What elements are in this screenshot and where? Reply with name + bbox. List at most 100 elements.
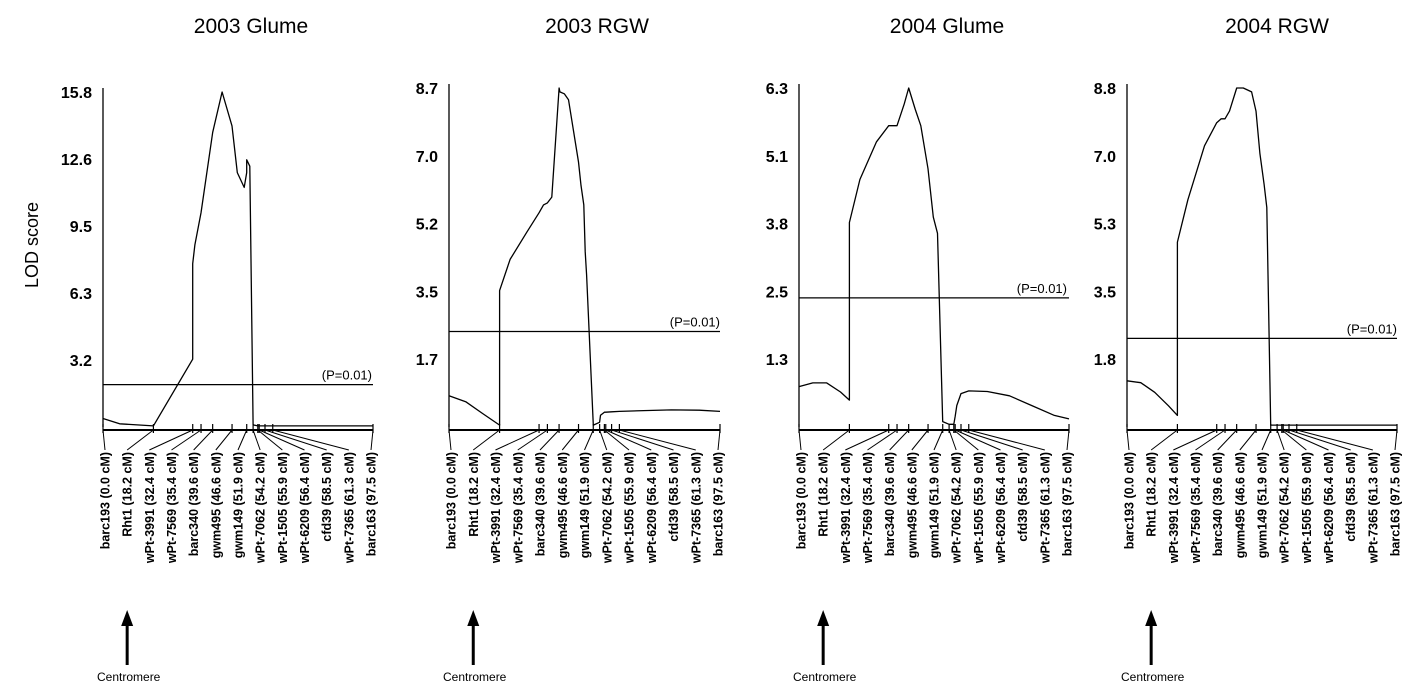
marker-leader [845, 429, 889, 451]
lod-curve [1126, 87, 1397, 426]
marker-leader [149, 429, 193, 451]
marker-leader [264, 429, 327, 451]
marker-label: wPt-7365 (61.3 cM) [1366, 452, 1380, 564]
marker-leader [954, 429, 1001, 451]
y-tick-label: 8.7 [416, 81, 438, 98]
marker-leader [517, 429, 548, 451]
y-tick-label: 6.3 [766, 81, 788, 98]
marker-leader [960, 429, 1023, 451]
marker-label: wPt-7365 (61.3 cM) [1038, 452, 1052, 564]
marker-leader [1217, 429, 1238, 451]
marker-leader [257, 429, 283, 451]
marker-label: wPt-6209 (56.4 cM) [298, 452, 312, 564]
marker-leader [252, 429, 261, 451]
marker-label: wPt-1505 (55.9 cM) [276, 452, 290, 564]
marker-leader [948, 429, 957, 451]
centromere-arrow-head [817, 610, 830, 626]
marker-label: Rht1 (18.2 cM) [467, 452, 481, 537]
marker-leader [953, 429, 979, 451]
y-tick-label: 7.0 [1094, 149, 1116, 166]
marker-leader [1281, 429, 1307, 451]
marker-label: gwm495 (46.6 cM) [905, 452, 919, 558]
marker-label: barc340 (39.6 cM) [1211, 452, 1225, 556]
marker-leader [1288, 429, 1351, 451]
marker-label: wPt-3991 (32.4 cM) [489, 452, 503, 564]
marker-label: cfd39 (58.5 cM) [1016, 452, 1030, 542]
marker-leader [171, 429, 202, 451]
marker-label: gwm495 (46.6 cM) [556, 452, 570, 558]
marker-label: wPt-1505 (55.9 cM) [623, 452, 637, 564]
marker-label: wPt-7569 (35.4 cM) [165, 452, 179, 564]
marker-label: wPt-3991 (32.4 cM) [839, 452, 853, 564]
y-tick-label: 3.2 [70, 353, 92, 370]
marker-label: wPt-7062 (54.2 cM) [1278, 452, 1292, 564]
marker-leader [272, 429, 349, 451]
marker-leader [604, 429, 630, 451]
centromere-arrow-head [121, 610, 134, 626]
marker-leader [1394, 429, 1398, 451]
marker-label: barc340 (39.6 cM) [187, 452, 201, 556]
y-tick-label: 1.3 [766, 352, 788, 369]
marker-label: wPt-1505 (55.9 cM) [972, 452, 986, 564]
marker-label: gwm495 (46.6 cM) [1233, 452, 1247, 558]
chart-title: 2003 Glume [194, 15, 308, 38]
marker-leader [867, 429, 898, 451]
marker-label: barc340 (39.6 cM) [883, 452, 897, 556]
marker-leader [237, 429, 248, 451]
y-axis-label: LOD score [22, 202, 42, 288]
y-tick-label: 9.5 [70, 219, 92, 236]
marker-label: gwm149 (51.9 cM) [928, 452, 942, 558]
marker-leader [1282, 429, 1329, 451]
marker-label: wPt-6209 (56.4 cM) [1322, 452, 1336, 564]
centromere-label: Centromere [443, 670, 507, 684]
marker-leader [258, 429, 305, 451]
marker-label: cfd39 (58.5 cM) [1344, 452, 1358, 542]
marker-leader [495, 429, 540, 451]
marker-label: cfd39 (58.5 cM) [667, 452, 681, 542]
marker-label: barc163 (97.5 cM) [1389, 452, 1403, 556]
chart-panel-1: 2003 Glume 3.2 6.3 9.5 12.6 15.8 (P=0.01) barc1… [61, 15, 379, 684]
marker-leader [822, 429, 850, 451]
marker-label: Rht1 (18.2 cM) [1145, 452, 1159, 537]
centromere-arrow-head [1145, 610, 1158, 626]
threshold-label: (P=0.01) [1017, 281, 1067, 296]
marker-label: barc163 (97.5 cM) [365, 452, 379, 556]
marker-leader [126, 429, 154, 451]
centromere-label: Centromere [97, 670, 161, 684]
chart-panel-2: 2003 RGW 1.7 3.5 5.2 7.0 8.7 (P=0.01) barc193 (… [416, 15, 726, 684]
marker-label: wPt-7062 (54.2 cM) [950, 452, 964, 564]
y-tick-label: 15.8 [61, 85, 92, 102]
marker-label: barc163 (97.5 cM) [712, 452, 726, 556]
marker-label: barc340 (39.6 cM) [534, 452, 548, 556]
marker-leader [717, 429, 721, 451]
marker-leader [889, 429, 910, 451]
lod-curve [798, 87, 1070, 425]
chart-title: 2004 Glume [890, 15, 1004, 38]
marker-label: wPt-3991 (32.4 cM) [143, 452, 157, 564]
marker-label: wPt-7062 (54.2 cM) [600, 452, 614, 564]
marker-leader [798, 429, 802, 451]
y-tick-label: 3.5 [416, 284, 438, 301]
marker-leader [1261, 429, 1272, 451]
marker-leader [1066, 429, 1070, 451]
chart-panel-4: 2004 RGW 1.8 3.5 5.3 7.0 8.8 (P=0.01) barc193 (… [1094, 15, 1403, 684]
marker-leader [1276, 429, 1285, 451]
marker-leader [1239, 429, 1257, 451]
marker-label: Rht1 (18.2 cM) [121, 452, 135, 537]
marker-leader [599, 429, 608, 451]
y-tick-label: 12.6 [61, 152, 92, 169]
marker-leader [1150, 429, 1178, 451]
chart-title: 2004 RGW [1225, 15, 1329, 38]
marker-label: cfd39 (58.5 cM) [320, 452, 334, 542]
marker-label: gwm149 (51.9 cM) [232, 452, 246, 558]
y-tick-label: 3.5 [1094, 284, 1116, 301]
marker-leader [584, 429, 594, 451]
marker-leader [1126, 429, 1130, 451]
marker-label: wPt-1505 (55.9 cM) [1300, 452, 1314, 564]
y-tick-label: 5.2 [416, 217, 438, 234]
threshold-label: (P=0.01) [1347, 321, 1397, 336]
lod-curve [448, 87, 721, 426]
y-tick-label: 1.8 [1094, 352, 1116, 369]
marker-leader [102, 429, 106, 451]
